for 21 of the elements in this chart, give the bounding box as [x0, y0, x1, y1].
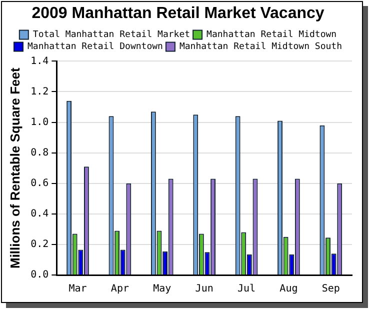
y-tick-label: 1.2	[30, 86, 49, 98]
y-axis-title: Millions of Rentable Square Feet	[7, 67, 22, 269]
legend-label: Manhattan Retail Midtown	[206, 30, 337, 40]
y-tick-label: 0.4	[30, 208, 49, 220]
chart-title: 2009 Manhattan Retail Market Vacancy	[32, 5, 324, 22]
legend-label: Manhattan Retail Downtown	[27, 42, 163, 52]
x-tick-label: Mar	[68, 284, 87, 295]
x-tick-label: Jul	[237, 284, 256, 295]
x-tick-label: Sep	[322, 284, 340, 295]
y-tick-label: 0.0	[30, 270, 49, 281]
legend-label: Total Manhattan Retail Market	[32, 30, 190, 40]
x-tick-label: Jun	[195, 284, 214, 295]
x-tick-label: Aug	[280, 284, 298, 295]
legend-label: Manhattan Retail Midtown South	[179, 42, 342, 52]
y-tick-label: 1.0	[30, 116, 49, 128]
y-tick-label: 0.8	[30, 147, 49, 158]
y-tick-label: 0.6	[30, 178, 49, 189]
y-tick-label: 0.2	[30, 239, 49, 250]
y-tick-label: 1.4	[30, 56, 49, 67]
x-tick-label: May	[153, 284, 172, 295]
x-tick-label: Apr	[110, 284, 129, 295]
